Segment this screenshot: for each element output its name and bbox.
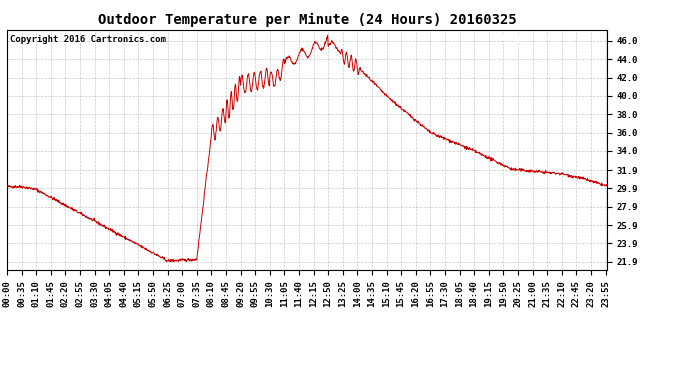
Text: Copyright 2016 Cartronics.com: Copyright 2016 Cartronics.com	[10, 35, 166, 44]
Title: Outdoor Temperature per Minute (24 Hours) 20160325: Outdoor Temperature per Minute (24 Hours…	[98, 13, 516, 27]
